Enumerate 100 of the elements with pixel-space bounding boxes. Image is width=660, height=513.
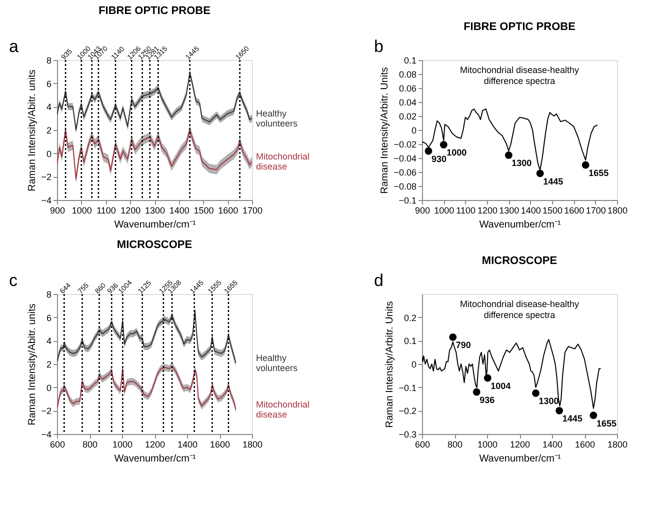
y-tick-label: 0.08 <box>398 70 416 80</box>
y-tick-label: −4 <box>41 196 52 206</box>
y-axis-title: Raman Intensity/Arbitr. Units <box>384 301 396 428</box>
x-tick-label: 1200 <box>144 440 166 450</box>
x-tick-label: 1000 <box>72 206 92 216</box>
point <box>556 406 564 414</box>
text: Mitochondrial disease-healthy difference spectra <box>460 299 580 320</box>
annotation: 930 <box>432 154 447 164</box>
annotation: 1000 <box>446 148 467 158</box>
point <box>440 141 448 148</box>
point <box>484 374 492 382</box>
x-tick-label: 600 <box>414 440 430 450</box>
x-tick-label: 1400 <box>177 440 198 450</box>
x-tick-label: 1600 <box>564 206 584 216</box>
x-tick-label: 1200 <box>120 206 141 216</box>
x-tick-label: 600 <box>50 440 66 450</box>
y-tick-label: 0 <box>411 360 416 370</box>
y-tick-label: 0.04 <box>398 98 416 108</box>
y-tick-label: 4 <box>46 336 52 346</box>
y-tick-label: 6 <box>46 78 52 89</box>
x-tick-label: 1100 <box>96 206 116 216</box>
x-axis-title: Wavenumber/cm⁻¹ <box>479 454 562 464</box>
x-tick-label: 1500 <box>542 206 563 216</box>
y-axis-title: Raman Intensity/Abitr. units <box>27 70 38 192</box>
text: b <box>374 37 384 56</box>
y-axis-title: Raman Intensity/Arbitr. Units <box>380 67 391 194</box>
x-tick-label: 900 <box>414 206 430 216</box>
y-tick-label: −0.08 <box>394 182 416 192</box>
text: c <box>9 271 18 290</box>
y-tick-label: −0.3 <box>398 430 416 440</box>
x-tick-label: 1700 <box>586 206 606 216</box>
y-tick-label: 2 <box>46 360 52 370</box>
y-tick-label: −0.1 <box>398 196 416 206</box>
annotation: 790 <box>456 340 471 350</box>
x-tick-label: 1700 <box>242 206 263 216</box>
point <box>590 412 598 420</box>
y-tick-label: −4 <box>41 430 52 440</box>
y-tick-label: 0 <box>46 148 52 159</box>
x-tick-label: 1400 <box>520 206 541 216</box>
x-tick-label: 1800 <box>242 440 263 450</box>
x-tick-label: 1400 <box>169 206 190 216</box>
y-tick-label: 0.06 <box>398 84 416 94</box>
annotation: 1445 <box>562 414 582 424</box>
x-tick-label: 1000 <box>477 440 498 450</box>
y-tick-label: 6 <box>46 312 52 323</box>
chart-title: MICROSCOPE <box>482 255 558 267</box>
point <box>536 170 544 178</box>
y-tick-label: 0 <box>46 382 52 393</box>
x-tick-label: 1800 <box>607 206 628 216</box>
x-tick-label: 1500 <box>194 206 214 216</box>
y-tick-label: −0.1 <box>398 382 416 393</box>
x-tick-label: 1600 <box>574 440 596 450</box>
annotation: 1445 <box>543 176 564 186</box>
text: Mitochondrial disease <box>256 400 310 420</box>
y-tick-label: −2 <box>41 172 52 182</box>
y-tick-label: −0.02 <box>394 140 416 150</box>
y-tick-label: 0 <box>411 126 416 136</box>
x-tick-label: 1300 <box>499 206 520 216</box>
y-tick-label: 0.1 <box>404 56 416 66</box>
y-tick-label: 0.02 <box>398 112 416 122</box>
point <box>472 388 480 396</box>
annotation: 1655 <box>588 168 609 178</box>
annotation: 1004 <box>490 381 511 391</box>
y-tick-label: −0.06 <box>394 168 416 178</box>
y-tick-label: 8 <box>46 290 52 300</box>
x-tick-label: 1800 <box>607 440 628 450</box>
x-axis-title: Wavenumber/cm⁻¹ <box>114 220 196 230</box>
x-tick-label: 1100 <box>456 206 476 216</box>
point <box>504 152 512 159</box>
x-tick-label: 1600 <box>210 440 230 450</box>
y-tick-label: 0.1 <box>404 336 416 346</box>
series-label: Healthy volunteers <box>256 108 298 128</box>
x-tick-label: 800 <box>82 440 98 450</box>
annotation: 1300 <box>512 158 532 168</box>
y-tick-label: 8 <box>46 56 52 66</box>
y-tick-label: 2 <box>46 126 52 136</box>
text: a <box>9 37 19 56</box>
y-tick-label: −0.2 <box>398 406 416 416</box>
x-tick-label: 1000 <box>112 440 133 450</box>
x-tick-label: 1200 <box>477 206 498 216</box>
y-tick-label: 0.2 <box>404 312 416 323</box>
annotation: 1300 <box>538 396 559 406</box>
x-tick-label: 1400 <box>542 440 563 450</box>
chart-title: MICROSCOPE <box>116 239 192 251</box>
chart-title: FIBRE OPTIC PROBE <box>464 21 576 33</box>
x-tick-label: 1300 <box>144 206 166 216</box>
x-tick-label: 800 <box>447 440 463 450</box>
text: Mitochondrial disease-healthy difference spectra <box>460 65 580 86</box>
y-tick-label: −0.04 <box>394 154 416 164</box>
y-tick-label: 4 <box>46 102 52 112</box>
y-axis-title: Raman Intensity/Abitr. units <box>27 304 38 426</box>
text: Healthy volunteers <box>256 352 298 373</box>
chart-title: FIBRE OPTIC PROBE <box>98 5 210 17</box>
y-tick-label: −2 <box>41 406 52 416</box>
x-tick-label: 1200 <box>510 440 530 450</box>
point <box>582 161 590 169</box>
point <box>532 389 540 397</box>
x-tick-label: 900 <box>50 206 66 216</box>
annotation: 1655 <box>596 418 616 428</box>
x-axis-title: Wavenumber/cm⁻¹ <box>479 220 562 230</box>
